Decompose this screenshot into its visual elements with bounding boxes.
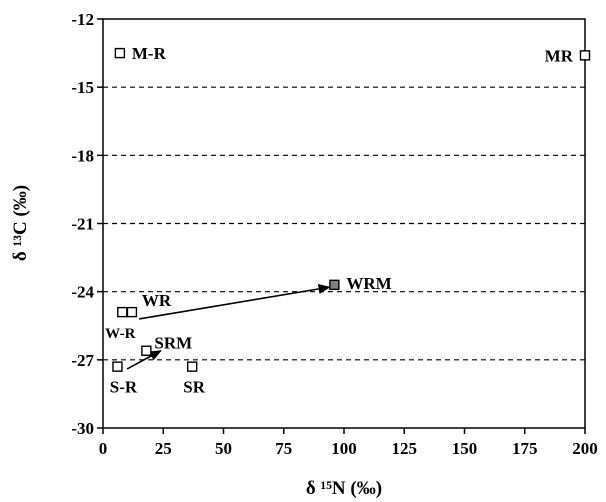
x-axis-title: δ ¹⁵N (‰) — [306, 478, 382, 499]
point-label-mr: MR — [545, 46, 574, 65]
y-tick-label: -27 — [71, 351, 94, 370]
point-sr — [188, 362, 197, 371]
x-tick-label: 25 — [155, 439, 172, 458]
gridlines — [103, 87, 585, 360]
x-axis-ticks: 0 25 50 75 100 125 150 175 200 — [99, 428, 598, 458]
point-mr — [581, 51, 590, 60]
y-tick-label: -30 — [71, 419, 94, 438]
x-tick-label: 150 — [452, 439, 478, 458]
x-tick-label: 50 — [215, 439, 232, 458]
y-tick-label: -18 — [71, 146, 94, 165]
x-tick-label: 125 — [392, 439, 418, 458]
point-label-wrm: WRM — [346, 274, 391, 293]
point-wr — [118, 308, 127, 317]
point-wrm — [330, 280, 339, 289]
y-tick-label: -15 — [71, 78, 94, 97]
x-tick-label: 0 — [99, 439, 108, 458]
point-label-wr: WR — [142, 291, 172, 310]
y-axis-ticks: -12 -15 -18 -21 -24 -27 -30 — [71, 10, 103, 438]
point-label-srm: SRM — [154, 334, 192, 353]
point-label-sr: SR — [183, 378, 205, 397]
y-tick-label: -21 — [71, 215, 94, 234]
point-wr — [127, 308, 136, 317]
y-tick-label: -24 — [71, 283, 94, 302]
point-sr — [113, 362, 122, 371]
y-tick-label: -12 — [71, 10, 94, 29]
x-tick-label: 175 — [512, 439, 538, 458]
x-tick-label: 75 — [275, 439, 292, 458]
point-label-sr: S-R — [110, 378, 138, 397]
x-tick-label: 200 — [572, 439, 598, 458]
point-srm — [142, 346, 151, 355]
point-label-mr: M-R — [132, 44, 167, 63]
point-label-wr: W-R — [105, 326, 135, 342]
point-mr — [115, 49, 124, 58]
y-axis-title: δ ¹³C (‰) — [10, 185, 31, 261]
x-tick-label: 100 — [331, 439, 357, 458]
data-points: M-R MR W-R WR WRM SRM S-R SR — [105, 44, 589, 397]
